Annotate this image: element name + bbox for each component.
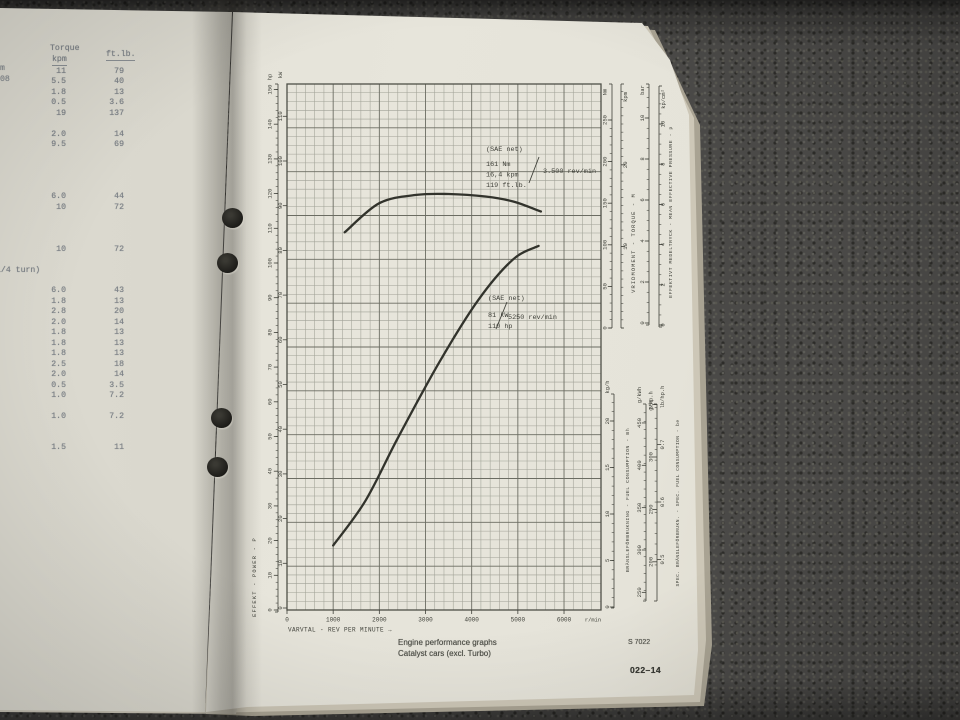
caption-line-1: Engine performance graphs bbox=[398, 638, 497, 647]
kpm-value: 0.5 bbox=[51, 380, 66, 390]
kpm-value: 11 bbox=[56, 67, 66, 76]
ftlb-value: 11 bbox=[114, 443, 124, 453]
ftlb-value: 69 bbox=[114, 140, 124, 150]
ftlb-value: 3.5 bbox=[109, 380, 124, 390]
kpm-value: 1.8 bbox=[51, 87, 66, 97]
kpm-value: 2.0 bbox=[51, 317, 66, 327]
kpm-value: 1.0 bbox=[51, 390, 66, 400]
kpm-value: 1.8 bbox=[51, 296, 66, 306]
ftlb-value: 13 bbox=[114, 349, 124, 359]
kpm-value: 6.0 bbox=[51, 192, 66, 202]
ftlb-value: 7.2 bbox=[109, 411, 124, 421]
binder-hole bbox=[207, 457, 228, 477]
kpm-value: 5.5 bbox=[51, 77, 66, 87]
ftlb-value: 13 bbox=[114, 87, 124, 97]
caption-line-2: Catalyst cars (excl. Turbo) bbox=[398, 649, 491, 658]
ftlb-value: 79 bbox=[114, 67, 124, 76]
ftlb-value: 13 bbox=[114, 338, 124, 348]
cut-off-text-fragment: m bbox=[0, 64, 5, 73]
cut-off-text-fragment: 08 bbox=[0, 75, 10, 84]
torque-col-ftlb-header: ft.lb. bbox=[106, 50, 136, 61]
ftlb-value: 18 bbox=[114, 359, 124, 369]
kpm-value: 1.8 bbox=[51, 338, 66, 348]
kpm-value: 10 bbox=[56, 244, 66, 254]
ftlb-value: 13 bbox=[114, 296, 124, 306]
kpm-value: 2.0 bbox=[51, 370, 66, 380]
kpm-value: 10 bbox=[56, 202, 66, 212]
quarter-turn-note: 1/4 turn) bbox=[0, 265, 41, 275]
ftlb-value: 13 bbox=[114, 328, 124, 338]
ftlb-value: 14 bbox=[114, 129, 124, 139]
kpm-value: 1.0 bbox=[51, 411, 66, 421]
torque-col-kpm-header: kpm bbox=[52, 55, 67, 66]
ftlb-value: 14 bbox=[114, 370, 124, 380]
kpm-value: 1.8 bbox=[51, 328, 66, 338]
kpm-value: 1.5 bbox=[51, 443, 66, 453]
ftlb-value: 137 bbox=[109, 108, 124, 118]
binder-hole bbox=[211, 408, 232, 428]
torque-table-title: Torque bbox=[50, 44, 80, 53]
kpm-value: 1.8 bbox=[51, 349, 66, 359]
ftlb-value: 14 bbox=[114, 317, 124, 327]
ftlb-value: 44 bbox=[114, 192, 124, 202]
chart-caption: Engine performance graphs Catalyst cars … bbox=[398, 637, 497, 659]
kpm-value: 6.0 bbox=[51, 286, 66, 296]
ftlb-value: 40 bbox=[114, 77, 124, 87]
kpm-value: 19 bbox=[56, 108, 66, 118]
ftlb-value: 20 bbox=[114, 307, 124, 317]
kpm-value: 2.8 bbox=[51, 307, 66, 317]
binder-hole bbox=[217, 253, 238, 273]
ftlb-value: 72 bbox=[114, 244, 124, 254]
ftlb-value: 43 bbox=[114, 286, 124, 296]
kpm-value: 2.5 bbox=[51, 359, 66, 369]
figure-code: S 7022 bbox=[628, 639, 651, 646]
ftlb-value: 72 bbox=[114, 202, 124, 212]
kpm-value: 2.0 bbox=[51, 129, 66, 139]
kpm-value: 9.5 bbox=[51, 140, 66, 150]
binder-hole bbox=[222, 208, 243, 228]
ftlb-value: 7.2 bbox=[109, 390, 124, 400]
kpm-value: 0.5 bbox=[51, 98, 66, 108]
ftlb-value: 3.6 bbox=[109, 98, 124, 108]
page-number: 022–14 bbox=[630, 665, 662, 675]
